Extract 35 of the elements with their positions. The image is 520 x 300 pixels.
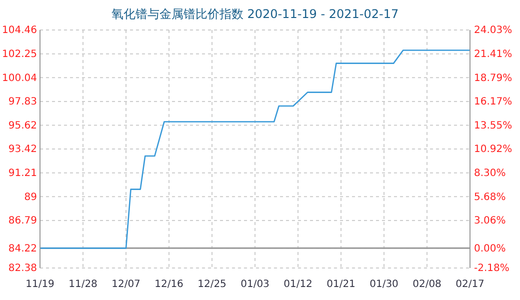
y2-tick-label: -2.18%: [474, 263, 510, 274]
y-tick-label: 93.42: [8, 144, 37, 156]
chart-title: 氧化镨与金属镨比价指数 2020-11-19 - 2021-02-17: [111, 7, 399, 21]
y2-tick-label: 5.68%: [474, 192, 506, 203]
y2-tick-label: 0.00%: [474, 243, 506, 254]
y2-tick-label: 10.92%: [474, 144, 512, 156]
y2-tick-label: 21.41%: [474, 48, 512, 60]
y-tick-label: 104.46: [2, 25, 37, 36]
line-series: [39, 50, 471, 249]
y-tick-label: 86.79: [8, 216, 37, 227]
x-tick-label: 01/30: [370, 279, 398, 290]
y2-tick-label: 18.79%: [474, 72, 512, 84]
y-tick-label: 100.04: [2, 72, 37, 84]
y-tick-label: 97.83: [8, 96, 37, 108]
x-tick-label: 02/08: [412, 279, 442, 290]
x-tick-label: 12/25: [198, 279, 226, 290]
x-tick-label: 01/12: [284, 279, 312, 290]
y-tick-label: 84.22: [8, 243, 37, 254]
y-tick-label: 82.38: [8, 263, 37, 274]
x-tick-label: 01/03: [240, 279, 270, 290]
y2-tick-label: 24.03%: [474, 25, 512, 36]
y-tick-label: 102.25: [2, 49, 37, 60]
x-tick-label: 01/21: [326, 279, 356, 290]
y-tick-label: 95.62: [8, 120, 37, 132]
y2-tick-label: 13.55%: [474, 120, 512, 132]
y-tick-label: 91.21: [8, 168, 37, 180]
x-tick-label: 11/19: [26, 279, 54, 290]
x-tick-label: 11/28: [68, 279, 98, 290]
x-tick-label: 02/17: [456, 279, 484, 290]
y2-tick-label: 16.17%: [474, 96, 512, 108]
x-tick-label: 12/07: [112, 279, 140, 290]
y2-tick-label: 3.06%: [474, 216, 506, 227]
y2-tick-label: 8.30%: [474, 168, 506, 180]
x-tick-label: 12/16: [154, 279, 184, 290]
y-tick-label: 89: [24, 192, 37, 203]
